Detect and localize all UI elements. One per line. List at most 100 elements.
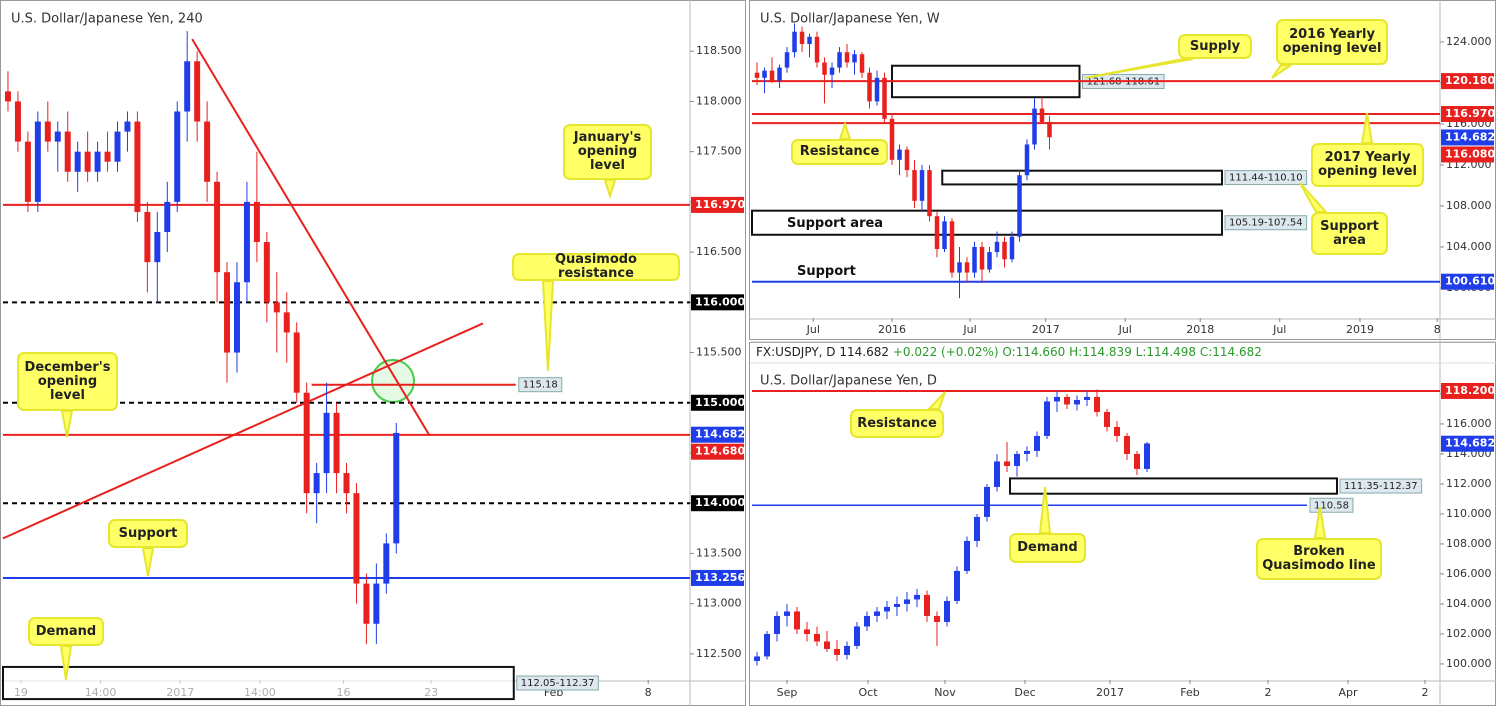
candle-body [1064, 396, 1070, 405]
candle-body [34, 121, 41, 202]
zone [751, 209, 1223, 236]
annotation: Support [108, 519, 188, 548]
segment-label: 115.18 [523, 380, 558, 391]
x-tick-label: 2017 [1096, 686, 1124, 699]
level-tag-box [691, 443, 744, 460]
candle-body [1034, 435, 1040, 451]
candle-body [1024, 144, 1030, 176]
candle-body [1084, 396, 1090, 400]
annotation: Resistance [791, 139, 888, 165]
panel-frame [0, 0, 746, 706]
high: H:114.839 [1069, 345, 1132, 359]
candle-body [1002, 241, 1007, 260]
candle-body [273, 302, 280, 313]
level-tag: 115.000 [695, 396, 745, 409]
candle-body [4, 91, 11, 102]
candle-body [824, 641, 830, 649]
candle-body [814, 36, 820, 63]
candle-body [393, 432, 400, 544]
candle-body [323, 412, 330, 474]
zone-label: 105.19-107.54 [1229, 218, 1303, 229]
callout-pointer [541, 280, 555, 372]
candle-body [174, 111, 181, 202]
y-tick-label: 104.000 [1446, 597, 1492, 610]
candle-body [1024, 450, 1030, 454]
candle-body [353, 493, 360, 584]
candle-body [927, 170, 932, 217]
candle-body [754, 72, 760, 78]
last: 114.682 [839, 345, 889, 359]
candle-body [1134, 453, 1140, 469]
candle-body [987, 252, 992, 270]
level-tag: 116.970 [1445, 107, 1495, 120]
candle-body [834, 648, 840, 655]
candle-body [979, 246, 985, 270]
candle-body [924, 594, 930, 616]
candle-body [799, 31, 805, 45]
candle-body [762, 70, 767, 78]
open: O:114.660 [1002, 345, 1065, 359]
y-tick-label: 108.000 [1446, 537, 1492, 550]
zone-label-box [1339, 478, 1423, 494]
annotation: Resistance [850, 409, 944, 438]
candle-body [822, 62, 827, 75]
candle-body [934, 216, 940, 250]
candle-body [204, 121, 211, 182]
candle-body [243, 201, 250, 283]
candle-body [844, 52, 850, 63]
candle-body [1047, 121, 1052, 138]
candle-body [1004, 461, 1010, 466]
x-tick-label: 8 [645, 686, 652, 699]
symbol: FX:USDJPY, D [756, 345, 836, 359]
y-tick-label: 118.500 [696, 44, 742, 57]
candle-body [164, 201, 171, 233]
candle-body [14, 101, 21, 142]
level-tag: 113.256 [695, 571, 745, 584]
annotation: Demand [1009, 533, 1086, 563]
candle-body [904, 599, 910, 604]
x-tick-label: Sep [777, 686, 798, 699]
candle-body [233, 282, 240, 353]
level-tag-box [691, 394, 744, 411]
candle-body [1074, 399, 1080, 405]
candle-body [154, 232, 161, 263]
zone-label-box [1224, 215, 1308, 231]
callout-pointer [1271, 64, 1295, 79]
annotation: January's opening level [563, 124, 652, 180]
level-tag: 114.000 [695, 496, 745, 509]
candle-body [919, 170, 925, 201]
level-tag-box [1441, 382, 1494, 399]
zone-label: 111.35-112.37 [1344, 481, 1418, 492]
y-tick-label: 116.000 [1446, 417, 1492, 430]
candle-body [844, 645, 850, 655]
candle-body [957, 262, 962, 273]
candle-body [774, 615, 780, 634]
candle-body [1054, 396, 1060, 402]
candle-body [949, 221, 955, 273]
x-tick-label: 2 [1422, 686, 1429, 699]
annotation: 2016 Yearly opening level [1276, 19, 1388, 65]
y-tick-label: 118.000 [696, 94, 742, 107]
y-tick-label: 100.000 [1446, 657, 1492, 670]
annotation: Quasimodo resistance [512, 253, 680, 281]
candle-body [807, 36, 812, 45]
chart-title: U.S. Dollar/Japanese Yen, 240 [11, 12, 203, 27]
candle-body [214, 181, 221, 273]
x-tick-label: Jul [1118, 323, 1132, 336]
level-tag-box [1441, 73, 1494, 90]
candle-body [792, 31, 797, 53]
level-tag: 118.200 [1445, 384, 1495, 397]
candle-body [954, 570, 960, 601]
trendline [2, 322, 484, 540]
y-tick-label: 106.000 [1446, 567, 1492, 580]
candle-body [24, 141, 31, 202]
callout-pointer [141, 547, 155, 577]
x-tick-label: 2 [1265, 686, 1272, 699]
zone-label-box [516, 675, 599, 691]
candle-body [1039, 108, 1045, 122]
ohlc-header: FX:USDJPY, D 114.682 +0.022 (+0.02%) O:1… [756, 345, 1262, 359]
y-tick-label: 113.000 [696, 597, 742, 610]
zone [941, 169, 1223, 186]
candle-body [884, 606, 890, 612]
candle-body [1009, 236, 1015, 260]
